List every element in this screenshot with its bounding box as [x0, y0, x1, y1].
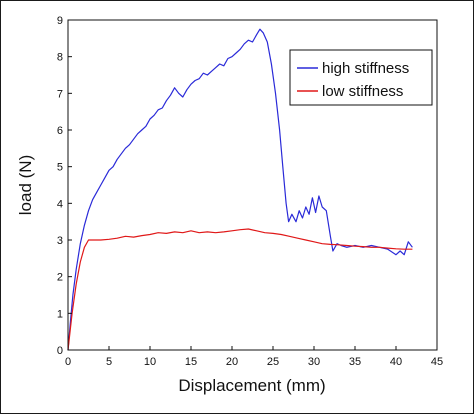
- y-tick-label: 7: [57, 88, 63, 100]
- y-tick-label: 2: [57, 272, 63, 284]
- x-axis-label: Displacement (mm): [178, 376, 325, 395]
- x-tick-label: 15: [185, 356, 197, 368]
- series-line-high-stiffness: [67, 28, 413, 351]
- series-line-low-stiffness: [67, 228, 413, 351]
- series-layer: [67, 28, 413, 351]
- x-tick-label: 10: [144, 356, 156, 368]
- x-tick-label: 35: [349, 356, 361, 368]
- legend: high stiffness low stiffness: [289, 49, 433, 106]
- x-tick-label: 30: [308, 356, 320, 368]
- y-tick-label: 6: [57, 125, 63, 137]
- y-axis-label: load (N): [16, 155, 35, 215]
- x-tick-label: 45: [431, 356, 443, 368]
- legend-label-low-stiffness: low stiffness: [322, 83, 403, 100]
- y-tick-label: 3: [57, 235, 63, 247]
- legend-label-high-stiffness: high stiffness: [322, 60, 409, 77]
- legend-box: [289, 49, 433, 106]
- x-tick-label: 40: [390, 356, 402, 368]
- x-tick-label: 0: [65, 356, 71, 368]
- y-tick-label: 4: [57, 198, 63, 210]
- y-tick-label: 5: [57, 162, 63, 174]
- x-tick-label: 20: [226, 356, 238, 368]
- x-tick-label: 25: [267, 356, 279, 368]
- y-tick-label: 0: [57, 345, 63, 357]
- y-tick-label: 1: [57, 308, 63, 320]
- y-tick-label: 9: [57, 15, 63, 27]
- plot-area: [67, 19, 438, 351]
- y-axis: 0 1 2 3 4 5 6 7 8 9: [57, 15, 72, 357]
- x-tick-label: 5: [106, 356, 112, 368]
- x-axis: 0 5 10 15 20 25 30 35 40 45: [65, 346, 443, 368]
- y-tick-label: 8: [57, 52, 63, 64]
